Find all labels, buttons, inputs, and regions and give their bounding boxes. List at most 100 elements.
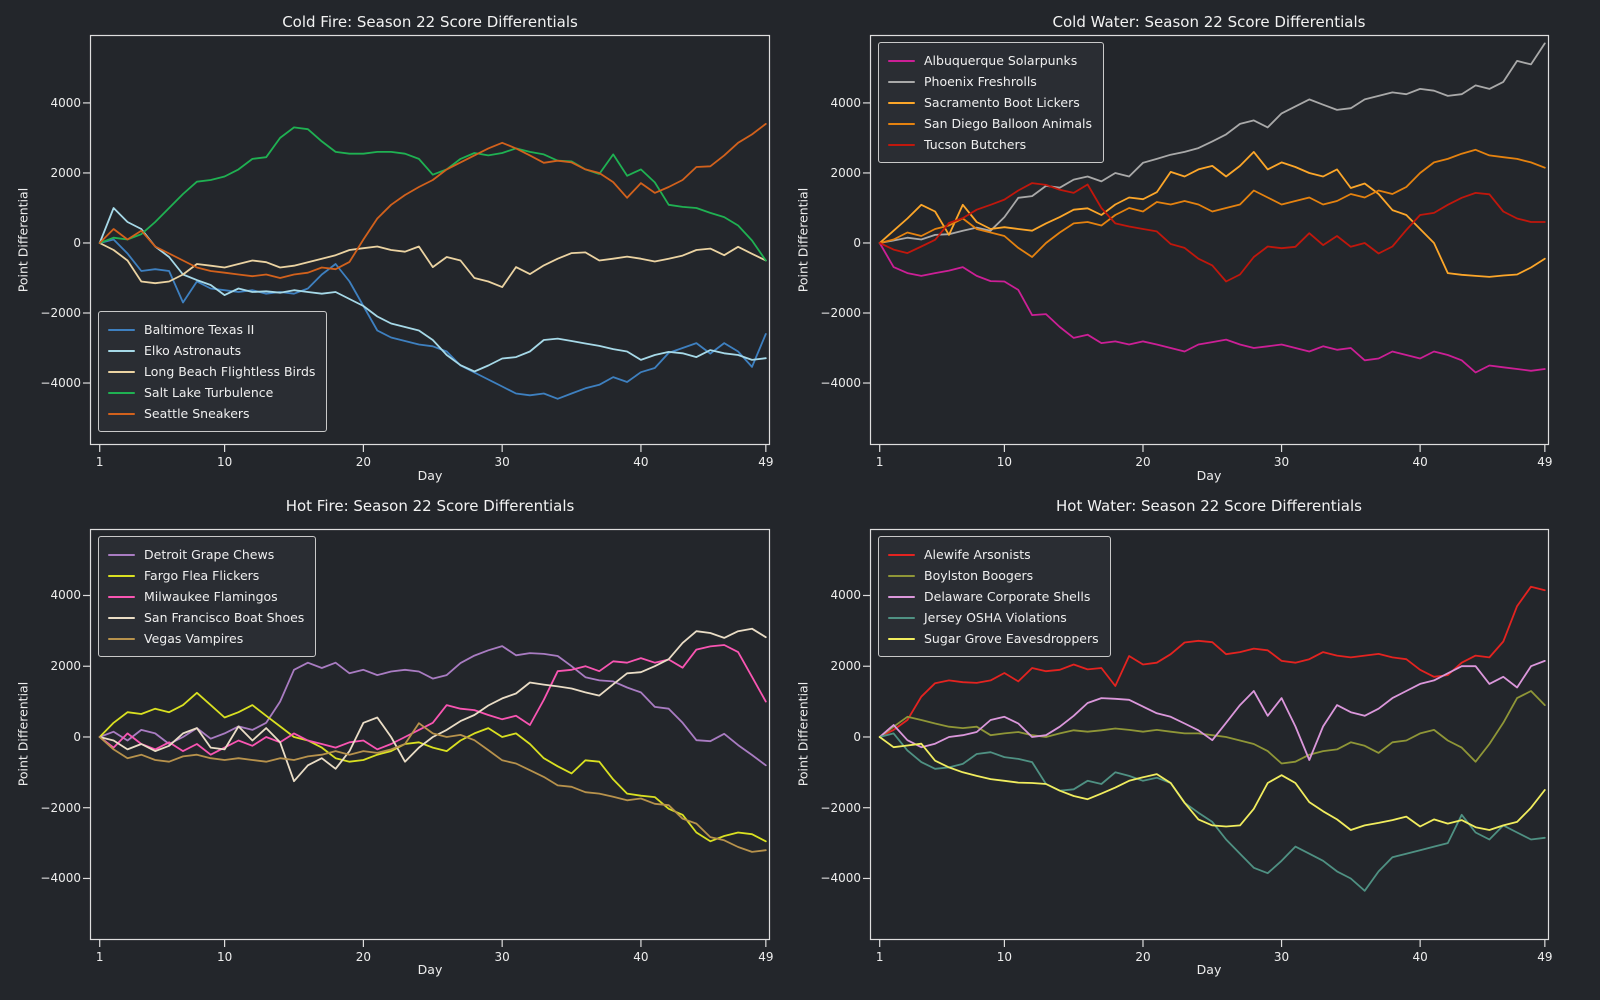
x-tick-label: 49 xyxy=(758,950,774,964)
legend-line-swatch xyxy=(888,637,915,640)
legend-item: Albuquerque Solarpunks xyxy=(888,50,1092,71)
legend-label: Fargo Flea Flickers xyxy=(144,568,260,583)
legend-line-swatch xyxy=(888,101,915,104)
y-tick-label: −2000 xyxy=(40,306,81,320)
legend-label: Detroit Grape Chews xyxy=(144,547,275,562)
x-tick-label: 40 xyxy=(633,455,649,469)
legend-1: Albuquerque Solarpunks Phoenix Freshrolls… xyxy=(878,42,1104,163)
legend-label: Boylston Boogers xyxy=(924,568,1034,583)
series-line-salt-lake-turbulence xyxy=(98,126,767,262)
legend-item: Seattle Sneakers xyxy=(108,403,315,424)
axes-spines xyxy=(89,528,771,941)
legend-item: Vegas Vampires xyxy=(108,628,304,649)
series-line-seattle-sneakers xyxy=(98,123,767,279)
y-tick-label: 4000 xyxy=(50,95,81,110)
series-line-elko-astronauts xyxy=(98,207,767,373)
y-tick-label: −2000 xyxy=(820,306,861,320)
legend-line-swatch xyxy=(888,616,915,619)
series-line-albuquerque-solarpunks xyxy=(878,242,1546,374)
x-tick-label: 20 xyxy=(1135,455,1151,469)
legend-label: Phoenix Freshrolls xyxy=(924,74,1037,89)
legend-label: Seattle Sneakers xyxy=(144,406,250,421)
x-axis-label-hot-water: Day xyxy=(1196,962,1222,977)
y-tick-label: 2000 xyxy=(830,659,861,674)
series-line-long-beach-flightless-birds xyxy=(98,242,767,289)
legend-item: Fargo Flea Flickers xyxy=(108,565,304,586)
legend-label: Sugar Grove Eavesdroppers xyxy=(924,631,1099,646)
y-tick-label: −2000 xyxy=(40,800,81,815)
x-tick-label: 30 xyxy=(494,455,510,469)
series-line-detroit-grape-chews xyxy=(98,645,767,767)
chart-title-hot-water: Hot Water: Season 22 Score Differentials xyxy=(1056,497,1362,515)
y-tick-label: 0 xyxy=(73,729,81,744)
legend-line-swatch xyxy=(888,574,915,577)
series-line-san-diego-balloon-animals xyxy=(878,148,1546,258)
axes-spines xyxy=(869,528,1550,941)
series-line-fargo-flea-flickers xyxy=(98,691,767,843)
y-tick-label: −2000 xyxy=(820,800,861,815)
legend-line-swatch xyxy=(888,80,915,83)
x-tick-label: 20 xyxy=(1135,950,1151,964)
plot-area-cold-water: −4000 −2000 0 2000 4000 1 10 20 30 40 49 Albuquerqu… xyxy=(820,34,1552,469)
x-tick-label: 30 xyxy=(1273,950,1290,964)
y-tick-label: −4000 xyxy=(820,376,861,391)
legend-line-swatch xyxy=(108,328,135,331)
legend-line-swatch xyxy=(888,553,915,556)
x-tick-label: 1 xyxy=(875,950,884,964)
legend-label: Elko Astronauts xyxy=(144,343,242,358)
legend-line-swatch xyxy=(108,391,135,394)
chart-title-cold-water: Cold Water: Season 22 Score Differential… xyxy=(1052,13,1366,31)
chart-canvas xyxy=(83,528,771,947)
legend-3: Alewife Arsonists Boylston Boogers Delawar… xyxy=(878,536,1111,657)
chart-canvas xyxy=(863,34,1550,452)
legend-line-swatch xyxy=(108,370,135,373)
x-tick-label: 20 xyxy=(355,950,372,964)
legend-line-swatch xyxy=(108,412,135,415)
y-tick-label: 4000 xyxy=(830,588,861,603)
x-tick-label: 49 xyxy=(1537,950,1553,964)
legend-item: Phoenix Freshrolls xyxy=(888,71,1092,92)
legend-label: Vegas Vampires xyxy=(144,631,244,646)
y-tick-label: 2000 xyxy=(830,165,861,180)
x-tick-label: 10 xyxy=(996,455,1013,469)
legend-label: Albuquerque Solarpunks xyxy=(924,53,1078,68)
legend-item: Long Beach Flightless Birds xyxy=(108,361,315,382)
x-tick-label: 10 xyxy=(216,950,233,964)
legend-item: Alewife Arsonists xyxy=(888,544,1099,565)
axes-spines xyxy=(89,34,771,446)
series-line-san-francisco-boat-shoes xyxy=(98,627,767,783)
legend-line-swatch xyxy=(108,595,135,598)
legend-label: Milwaukee Flamingos xyxy=(144,589,278,604)
x-tick-label: 1 xyxy=(95,950,104,964)
legend-line-swatch xyxy=(108,553,135,556)
y-tick-label: −4000 xyxy=(40,376,81,391)
legend-item: Delaware Corporate Shells xyxy=(888,586,1099,607)
series-line-boylston-boogers xyxy=(878,690,1546,765)
legend-2: Detroit Grape Chews Fargo Flea Flickers Mi… xyxy=(98,536,317,657)
series-line-alewife-arsonists xyxy=(878,585,1546,738)
x-tick-label: 1 xyxy=(875,455,884,469)
series-line-tucson-butchers xyxy=(878,182,1546,283)
chart-canvas xyxy=(863,528,1550,947)
legend-item: Boylston Boogers xyxy=(888,565,1099,586)
x-tick-label: 40 xyxy=(1412,455,1428,469)
legend-line-swatch xyxy=(888,595,915,598)
legend-item: Milwaukee Flamingos xyxy=(108,586,304,607)
legend-label: Baltimore Texas II xyxy=(144,322,255,337)
x-tick-label: 40 xyxy=(633,950,649,964)
legend-line-swatch xyxy=(888,59,915,62)
x-axis-label-hot-fire: Day xyxy=(417,962,443,977)
y-tick-label: 0 xyxy=(73,235,81,250)
x-tick-label: 1 xyxy=(95,455,104,469)
legend-item: San Francisco Boat Shoes xyxy=(108,607,304,628)
legend-label: Salt Lake Turbulence xyxy=(144,385,274,400)
x-axis-label-cold-water: Day xyxy=(1196,468,1222,483)
legend-item: Salt Lake Turbulence xyxy=(108,382,315,403)
series-line-vegas-vampires xyxy=(98,722,767,853)
y-tick-label: 0 xyxy=(853,235,861,250)
legend-label: San Diego Balloon Animals xyxy=(924,116,1092,131)
legend-item: Jersey OSHA Violations xyxy=(888,607,1099,628)
chart-title-cold-fire: Cold Fire: Season 22 Score Differentials xyxy=(282,13,578,31)
x-tick-label: 20 xyxy=(355,455,372,469)
series-line-sacramento-boot-lickers xyxy=(878,151,1546,278)
